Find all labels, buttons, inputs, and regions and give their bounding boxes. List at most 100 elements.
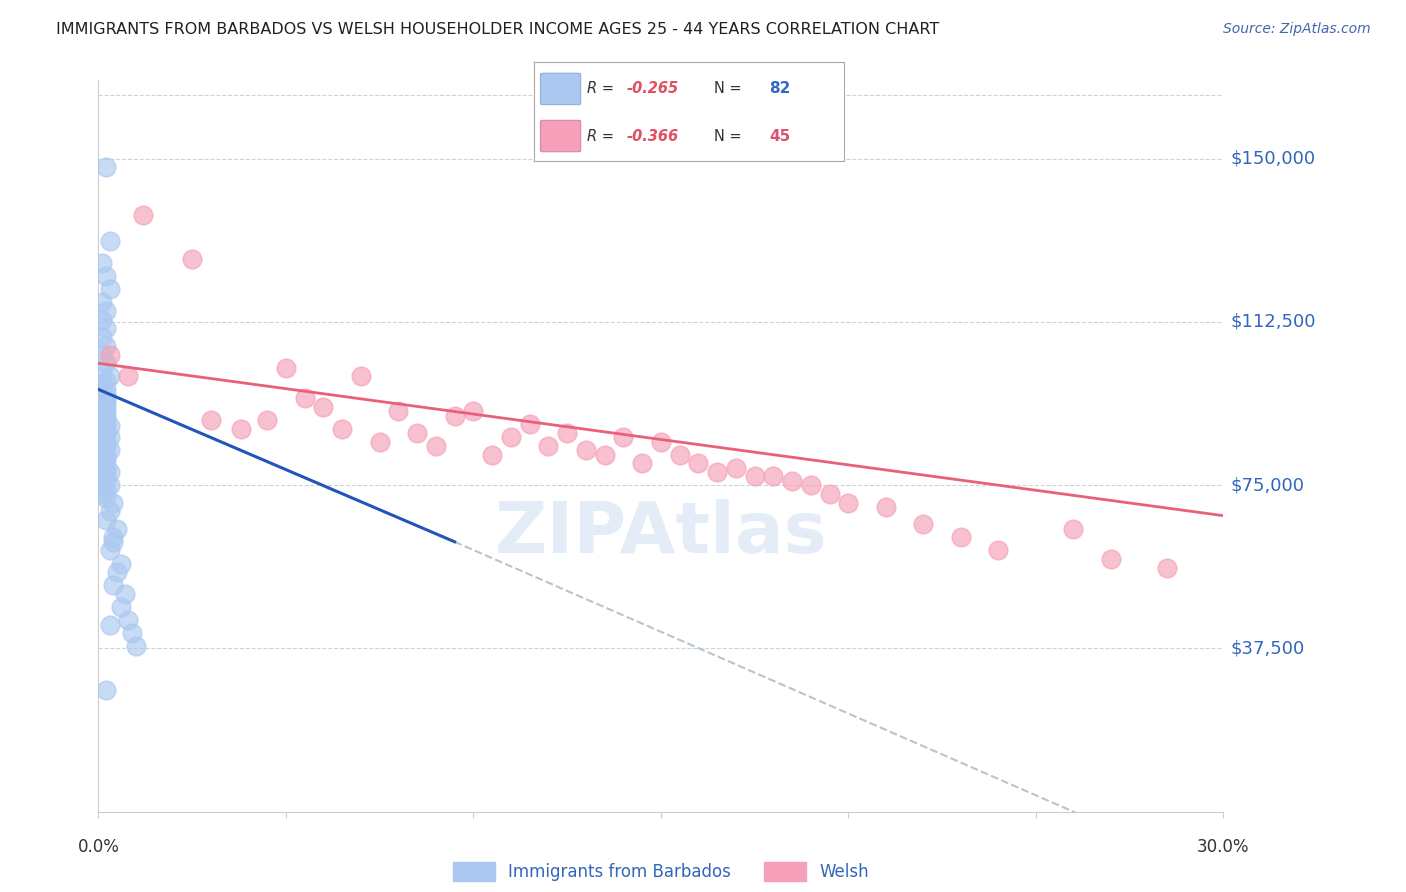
Point [368, 434, 391, 449]
Point [91, 415, 114, 429]
Point [91, 487, 114, 501]
Point [94, 439, 117, 453]
Point [256, 413, 278, 427]
Point [94, 400, 117, 414]
Point [91, 398, 114, 412]
Point [519, 417, 541, 432]
Point [91, 452, 114, 467]
Point [406, 425, 429, 440]
Point [91, 448, 114, 462]
Point [1062, 522, 1084, 536]
Text: N =: N = [714, 128, 741, 144]
Point [94, 161, 117, 175]
Point [443, 409, 465, 423]
Point [91, 421, 114, 435]
Point [114, 587, 136, 601]
Point [91, 425, 114, 440]
Point [98, 617, 121, 632]
Point [94, 445, 117, 459]
Point [91, 475, 114, 490]
Point [94, 513, 117, 527]
Text: $37,500: $37,500 [1230, 640, 1305, 657]
Point [555, 425, 578, 440]
Point [1156, 561, 1178, 575]
Point [706, 465, 728, 479]
Point [94, 356, 117, 370]
Point [98, 504, 121, 518]
Point [110, 600, 132, 615]
Point [125, 640, 148, 654]
Point [229, 421, 252, 435]
Point [463, 404, 485, 418]
Point [91, 348, 114, 362]
Point [110, 557, 132, 571]
Point [94, 434, 117, 449]
Point [105, 566, 128, 580]
Point [200, 413, 222, 427]
Text: R =: R = [586, 128, 619, 144]
Point [121, 626, 143, 640]
Point [91, 330, 114, 344]
Text: Source: ZipAtlas.com: Source: ZipAtlas.com [1223, 22, 1371, 37]
Point [312, 400, 335, 414]
Point [91, 393, 114, 408]
Point [94, 304, 117, 318]
Text: IMMIGRANTS FROM BARBADOS VS WELSH HOUSEHOLDER INCOME AGES 25 - 44 YEARS CORRELAT: IMMIGRANTS FROM BARBADOS VS WELSH HOUSEH… [56, 22, 939, 37]
Point [499, 430, 522, 444]
Point [94, 458, 117, 473]
Point [91, 433, 114, 447]
Point [762, 469, 785, 483]
Text: 30.0%: 30.0% [1197, 838, 1250, 856]
Point [98, 465, 121, 479]
Point [94, 386, 117, 401]
Point [94, 269, 117, 284]
Point [274, 360, 297, 375]
Point [612, 430, 634, 444]
Point [91, 378, 114, 392]
Text: $75,000: $75,000 [1230, 476, 1305, 494]
Point [94, 491, 117, 506]
Point [987, 543, 1010, 558]
Point [744, 469, 766, 483]
Point [818, 487, 841, 501]
Point [91, 410, 114, 425]
Point [537, 439, 560, 453]
Point [103, 534, 125, 549]
Point [94, 463, 117, 477]
Point [98, 443, 121, 458]
Text: R =: R = [586, 81, 619, 96]
Point [94, 339, 117, 353]
Point [94, 682, 117, 697]
Legend: Immigrants from Barbados, Welsh: Immigrants from Barbados, Welsh [446, 855, 876, 888]
Point [724, 460, 747, 475]
Point [593, 448, 616, 462]
Text: -0.366: -0.366 [627, 128, 679, 144]
Point [98, 282, 121, 296]
Point [98, 543, 121, 558]
Point [94, 395, 117, 409]
Point [668, 448, 690, 462]
Point [117, 369, 139, 384]
Text: 45: 45 [769, 128, 790, 144]
Point [94, 404, 117, 418]
Point [91, 402, 114, 417]
Point [631, 457, 654, 471]
Point [98, 478, 121, 492]
Text: $112,500: $112,500 [1230, 313, 1316, 331]
Point [105, 522, 128, 536]
Point [91, 365, 114, 379]
Point [91, 441, 114, 455]
Text: $150,000: $150,000 [1230, 150, 1316, 168]
Point [94, 391, 117, 405]
Point [94, 474, 117, 488]
Point [91, 460, 114, 475]
Point [481, 448, 503, 462]
Point [912, 517, 935, 532]
Point [91, 437, 114, 451]
Point [91, 467, 114, 482]
Point [98, 369, 121, 384]
Point [949, 530, 972, 544]
Point [181, 252, 204, 266]
FancyBboxPatch shape [540, 120, 581, 152]
Point [91, 389, 114, 403]
